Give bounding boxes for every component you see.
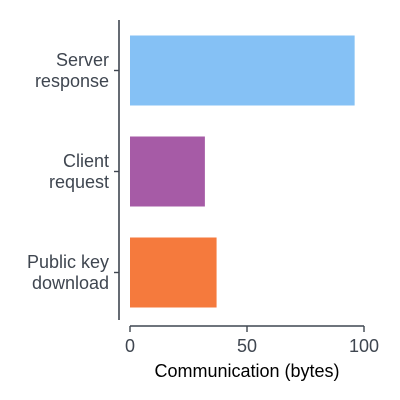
category-label-line: response <box>35 71 109 91</box>
bars-group <box>130 35 355 308</box>
x-tick-label-0: 0 <box>125 336 135 356</box>
x-axis: 0 50 100 Communication (bytes) <box>125 325 379 381</box>
category-label-line: Client <box>63 151 109 171</box>
bar-1 <box>130 136 205 207</box>
category-label-2: Public key download <box>27 252 109 293</box>
category-label-0: Server response <box>35 50 109 91</box>
bar-0 <box>130 35 355 106</box>
category-label-line: request <box>49 172 109 192</box>
x-tick-label-1: 50 <box>237 336 257 356</box>
x-ticks-group: 0 50 100 <box>125 326 379 356</box>
x-tick-label-2: 100 <box>349 336 379 356</box>
category-label-line: Server <box>56 50 109 70</box>
x-axis-title: Communication (bytes) <box>154 361 339 381</box>
category-label-1: Client request <box>49 151 109 192</box>
category-label-line: download <box>32 273 109 293</box>
bar-2 <box>130 237 217 308</box>
y-axis: Server response Client request Public key dow… <box>27 20 120 320</box>
y-ticks-group: Server response Client request Public key dow… <box>27 50 119 293</box>
category-label-line: Public key <box>27 252 109 272</box>
